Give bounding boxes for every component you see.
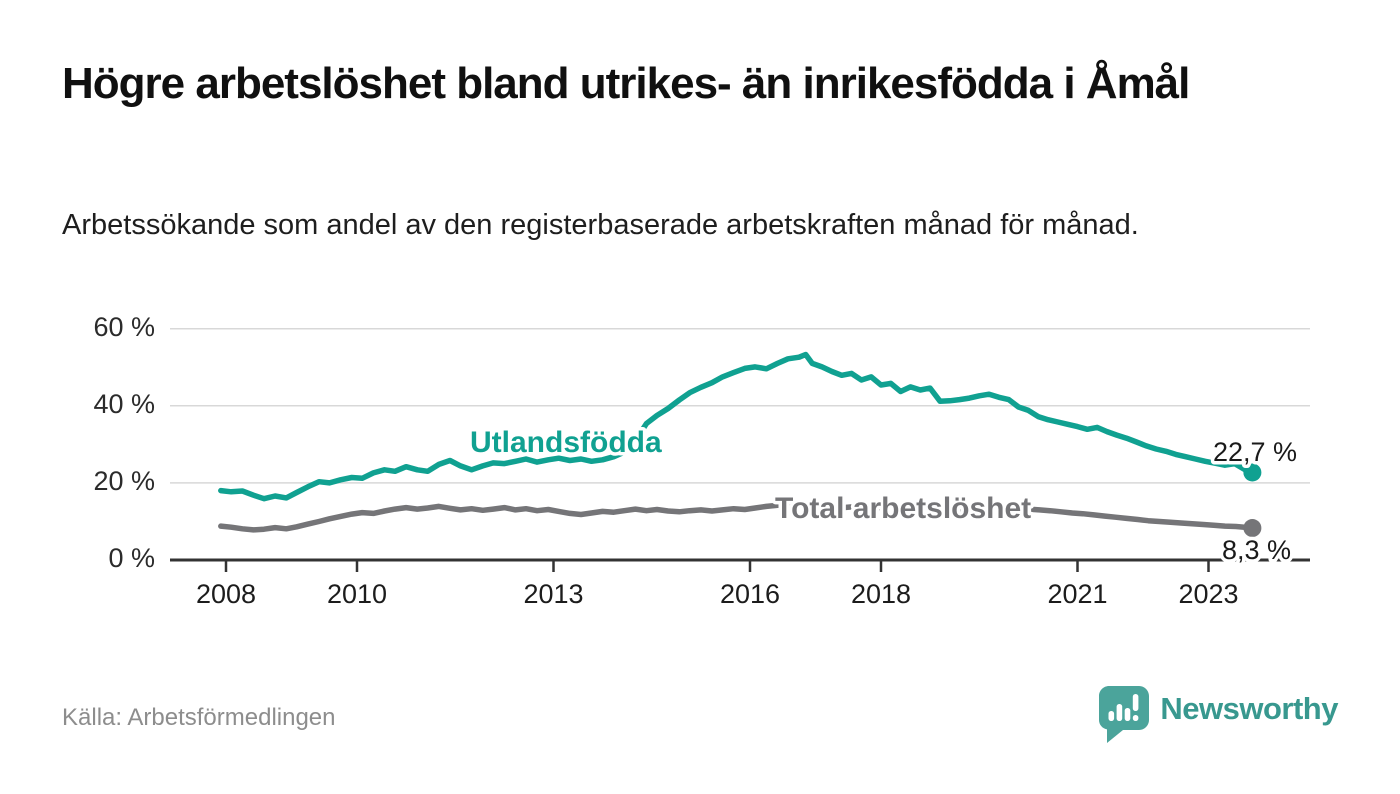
newsworthy-logo-text: Newsworthy [1160,691,1338,726]
y-tick-label: 40 % [93,389,155,419]
source-note: Källa: Arbetsförmedlingen [62,704,336,731]
page-title: Högre arbetslöshet bland utrikes- än inr… [62,59,1190,108]
newsworthy-logo-icon [1099,686,1150,743]
x-tick-label: 2023 [1178,579,1238,609]
newsworthy-logo: Newsworthy [1099,686,1338,743]
chart-canvas: 0 % 20 % 40 % 60 % 2008 2010 2013 2016 2018 2021 2… [93,312,1310,609]
series-end-value-total: 8,3 % [1222,535,1291,565]
x-tick-label: 2010 [327,579,387,609]
chart-subtitle: Arbetssökande som andel av den registerb… [62,209,1139,241]
series-end-dot-utlandsfodda [1243,463,1262,482]
series-end-value-utlandsfodda: 22,7 % [1213,437,1297,467]
y-tick-label: 0 % [108,543,155,573]
series-line-total [218,501,1256,533]
y-tick-label: 20 % [93,466,155,496]
series-end-dot-total [1243,519,1262,538]
line-chart: 0 % 20 % 40 % 60 % 2008 2010 2013 2016 2018 2021 2… [0,300,1400,630]
series-label-total: Total arbetslöshet [775,492,1031,525]
x-tick-label: 2021 [1047,579,1107,609]
x-tick-label: 2016 [720,579,780,609]
series-line-utlandsfodda [218,351,1256,502]
y-tick-label: 60 % [93,312,155,342]
series-label-utlandsfodda: Utlandsfödda [470,426,662,459]
x-tick-label: 2013 [523,579,583,609]
x-tick-label: 2008 [196,579,256,609]
x-tick-label: 2018 [851,579,911,609]
